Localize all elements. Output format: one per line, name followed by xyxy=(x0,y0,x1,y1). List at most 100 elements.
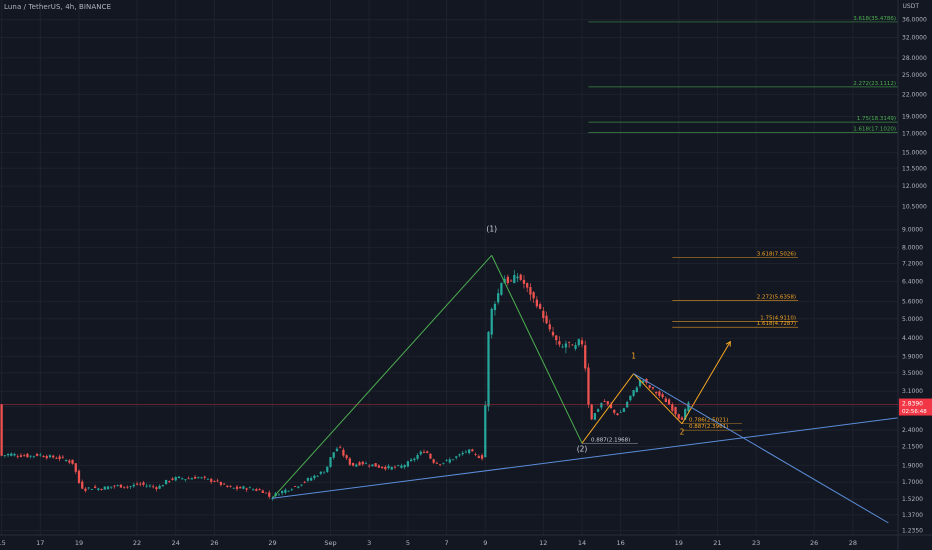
time-axis[interactable]: 15 17 19 22 24 26 29 Sep 3 5 7 9 12 14 16 19 21 23 26 28 xyxy=(0,534,932,547)
candle-body xyxy=(613,409,616,413)
price-tick-label: 1.7000 xyxy=(902,479,923,486)
candle-body xyxy=(348,458,351,465)
candle-body xyxy=(442,462,445,464)
candle-body xyxy=(574,345,577,349)
candle-body xyxy=(71,459,74,464)
candle-body xyxy=(387,465,390,469)
candle-body xyxy=(616,413,619,416)
price-axis[interactable]: 36.0000 32.0000 28.0000 25.0000 22.0000 19.00… xyxy=(897,0,927,550)
fib-level-label: 3.618(7.5026) xyxy=(757,251,796,257)
candle-body xyxy=(503,278,506,284)
candle-body xyxy=(48,455,52,458)
candle-body xyxy=(148,485,152,487)
candle-body xyxy=(139,483,142,485)
candle-body xyxy=(629,395,632,401)
candle-body xyxy=(222,483,226,485)
candle-body xyxy=(584,345,587,369)
trendline xyxy=(272,417,899,499)
price-tick-label: 28.0000 xyxy=(902,55,927,62)
candle-body xyxy=(19,455,23,457)
candle-body xyxy=(445,459,448,461)
candle-body xyxy=(74,463,77,472)
candle-body xyxy=(448,459,451,463)
candle-body xyxy=(116,485,119,486)
candle-body xyxy=(667,399,671,405)
candle-body xyxy=(126,486,129,488)
price-tick-label: 22.0000 xyxy=(902,91,927,98)
candle-body xyxy=(93,486,97,488)
candle-body xyxy=(326,466,329,472)
candle-body xyxy=(571,344,574,346)
wave-segment xyxy=(633,373,683,425)
candle-body xyxy=(542,310,545,319)
time-tick-label: 29 xyxy=(268,539,276,547)
candle-body xyxy=(68,460,71,463)
price-tick-label: 25.0000 xyxy=(902,72,927,79)
candle-body xyxy=(284,489,287,493)
candle-body xyxy=(300,484,303,486)
candle-body xyxy=(364,463,368,465)
candle-body xyxy=(487,331,490,407)
candle-body xyxy=(600,403,603,408)
candle-body xyxy=(519,274,522,280)
candle-body xyxy=(177,476,181,479)
candle-body xyxy=(422,451,426,453)
candle-body xyxy=(403,465,406,468)
price-tick-label: 3.9000 xyxy=(902,353,923,360)
candle-body xyxy=(374,463,377,467)
candle-body xyxy=(306,478,310,481)
candle-body xyxy=(590,404,593,420)
candle-body xyxy=(497,293,500,303)
candle-body xyxy=(535,299,538,307)
candle-body xyxy=(484,405,487,458)
candle-body xyxy=(609,404,613,409)
candle-body xyxy=(419,451,422,455)
candle-body xyxy=(281,490,284,494)
candle-body xyxy=(174,477,177,481)
candle-body xyxy=(603,401,606,402)
candle-body xyxy=(597,409,600,412)
candle-body xyxy=(135,483,139,485)
candle-body xyxy=(10,453,13,456)
fib-level-label: 2.272(23.1112) xyxy=(853,81,896,87)
time-tick-label: 5 xyxy=(406,539,410,547)
candle-body xyxy=(277,494,281,496)
price-tick-label: 3.5000 xyxy=(902,370,923,377)
candle-body xyxy=(113,485,116,487)
candle-body xyxy=(213,481,216,482)
candle-body xyxy=(226,485,229,487)
candle-body xyxy=(206,478,210,480)
candle-body xyxy=(255,489,258,491)
candle-body xyxy=(216,480,219,482)
candle-body xyxy=(39,454,42,456)
candle-body xyxy=(316,475,319,477)
time-tick-label: 23 xyxy=(752,539,760,547)
candle-body xyxy=(532,292,535,299)
candle-body xyxy=(664,398,667,403)
wave-label: (1) xyxy=(486,224,497,233)
candle-body xyxy=(84,488,87,491)
candle-body xyxy=(164,479,168,485)
fib-level-label: 1.75(18.3149) xyxy=(857,116,896,122)
time-tick-label: 9 xyxy=(483,539,487,547)
price-tick-label: 8.0000 xyxy=(902,245,923,252)
candle-body xyxy=(593,413,597,420)
candle-body xyxy=(580,340,584,345)
candle-body xyxy=(490,308,493,335)
candle-body xyxy=(332,452,335,458)
candle-body xyxy=(377,465,380,468)
candle-body xyxy=(100,488,103,490)
candle-body xyxy=(522,279,526,284)
candle-body xyxy=(239,487,242,489)
candle-body xyxy=(468,449,471,454)
wave-label: 2 xyxy=(680,427,685,436)
time-tick-label: 7 xyxy=(445,539,449,547)
candle-body xyxy=(335,448,339,452)
wave-segment xyxy=(272,255,493,499)
candle-body xyxy=(26,453,29,458)
price-tick-label: 36.0000 xyxy=(902,17,927,24)
candle-body xyxy=(439,464,442,466)
fib-levels: 3.618(35.4786) 2.272(23.1112) 1.75(18.3149… xyxy=(582,16,898,444)
